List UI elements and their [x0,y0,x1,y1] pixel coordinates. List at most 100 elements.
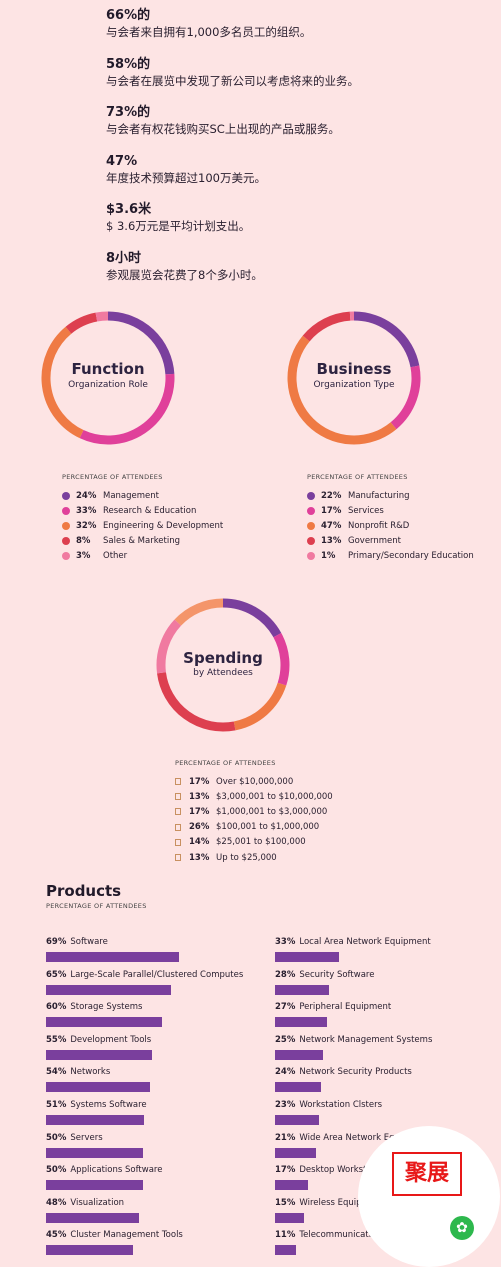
product-label: 33% Local Area Network Equipment [275,936,431,948]
legend-label: Other [103,551,128,562]
product-name: Telecommunications Sales [299,1230,412,1241]
legend-pct: 24% [76,490,97,501]
product-item: 25% Network Management Systems [275,1034,432,1060]
function-donut-ring [41,311,175,445]
product-bar [46,1212,139,1223]
product-pct: 50% [46,1132,67,1143]
products-header: Products PERCENTAGE OF ATTENDEES [46,882,147,910]
product-name: Network Management Systems [299,1034,433,1045]
legend-label: $100,001 to $1,000,000 [216,822,320,833]
product-label: 50% Applications Software [46,1164,162,1176]
product-item: 55% Development Tools [46,1034,153,1060]
stat-desc: 年度技术预算超过100万美元。 [106,170,266,185]
product-label: 45% Cluster Management Tools [46,1229,183,1241]
legend-pct: 1% [321,551,336,562]
product-pct: 11% [275,1230,296,1241]
legend-square [175,854,181,862]
stat-item: 66%的 与会者来自拥有1,000多名员工的组织。 [106,8,486,57]
legend-row: 14% $25,001 to $100,000 [175,835,333,850]
legend-pct: 22% [321,490,342,501]
legend-row: 26% $100,001 to $1,000,000 [175,820,333,835]
legend-row: 13% $3,000,001 to $10,000,000 [175,789,333,804]
product-item: 54% Networks [46,1066,151,1093]
product-item: 50% Applications Software [46,1164,162,1191]
product-name: Network Security Products [299,1067,412,1078]
legend-label: Over $10,000,000 [216,776,294,787]
stat-desc: $ 3.6万元是平均计划支出。 [106,219,251,233]
product-bar [46,952,180,962]
legend-row: 8% Sales & Marketing [62,534,223,549]
product-item: 15% Wireless Equipment [275,1197,384,1223]
donut-segment-3 [65,312,98,334]
stat-item: $3.6米 $ 3.6万元是平均计划支出。 [106,202,486,251]
product-item: 51% Systems Software [46,1099,147,1125]
product-bar [275,1147,316,1158]
product-pct: 65% [46,969,67,980]
stat-head: 73%的 [106,105,151,120]
product-bar [46,1180,143,1191]
spending-donut-ring [156,598,290,732]
legend-pct: 26% [189,822,210,833]
legend-label: Sales & Marketing [103,536,181,547]
stat-desc: 与会者在展览中发现了新公司以考虑将来的业务。 [106,73,359,88]
legend-pct: 3% [76,551,91,562]
mini-program-icon: ✿ [450,1216,474,1240]
legend-label: Manufacturing [348,490,410,501]
donut-segment-2 [41,326,84,439]
product-pct: 27% [275,1002,296,1013]
legend-dot [307,537,315,546]
legend-row: 1% Primary/Secondary Education [307,549,474,564]
product-label: 60% Storage Systems [46,1001,162,1013]
legend-dot [307,506,315,515]
legend-square [175,838,181,846]
product-item: 48% Visualization [46,1197,139,1223]
legend-dot [307,491,315,500]
product-item: 45% Cluster Management Tools [46,1229,183,1256]
product-bar [46,1115,145,1125]
legend-square [175,808,181,816]
product-bar [46,1049,153,1060]
legend-pct: 13% [321,536,342,547]
product-item: 28% Security Software [275,969,374,995]
product-pct: 24% [275,1067,296,1078]
product-bar [275,952,339,962]
product-name: Desktop Workstations [299,1165,393,1176]
product-label: 15% Wireless Equipment [275,1197,384,1209]
product-name: Peripheral Equipment [299,1002,392,1013]
product-name: Systems Software [70,1100,147,1110]
legend-dot [62,491,70,500]
legend-row: 3% Other [62,549,223,564]
legend-label: Services [348,505,384,516]
legend-pct: 32% [76,520,97,531]
business-donut-ring [287,311,421,445]
donut-segment-4 [95,311,109,322]
product-bar [46,1147,143,1158]
legend-square [175,823,181,831]
product-pct: 51% [46,1100,67,1110]
product-pct: 33% [275,937,296,947]
product-label: 48% Visualization [46,1197,139,1209]
function-title: Function [71,360,145,378]
product-bar [275,1245,297,1256]
product-bar [275,1212,304,1223]
product-name: Wide Area Network Equipment [299,1132,430,1143]
stat-item: 47% 年度技术预算超过100万美元。 [106,154,486,203]
legend-row: 17% $1,000,001 to $3,000,000 [175,804,333,819]
legend-dot [307,521,315,530]
product-label: 25% Network Management Systems [275,1034,432,1046]
legend-pct: 17% [189,776,210,787]
product-name: Wireless Equipment [299,1197,384,1208]
legend-dot [62,552,70,561]
legend-label: Management [103,490,159,501]
legend-pct: 17% [321,505,342,516]
legend-label: Research & Education [103,505,197,516]
legend-dot [62,521,70,530]
stat-head: 66%的 [106,8,151,23]
spending-donut: Spending by Attendees [155,597,291,733]
product-item: 17% Desktop Workstations [275,1164,393,1191]
product-bar [275,1017,328,1028]
product-bar [46,1245,133,1256]
product-label: 11% Telecommunications Sales [275,1229,411,1241]
legend-row: 17% Over $10,000,000 [175,774,333,789]
function-donut: Function Organization Role [40,310,176,446]
